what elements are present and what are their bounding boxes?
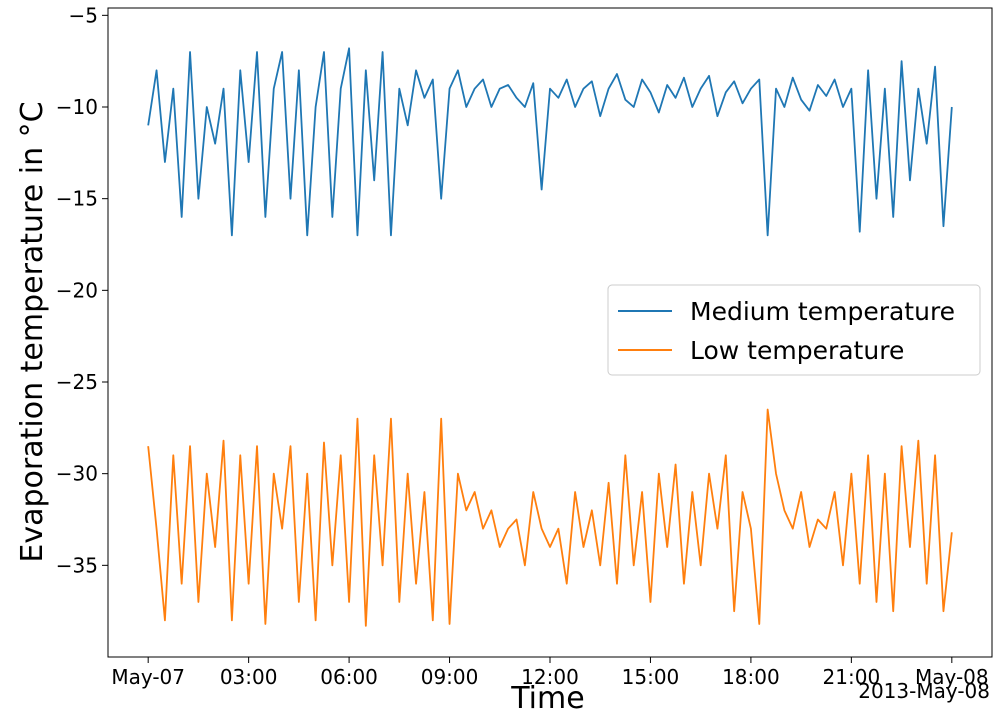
series-line xyxy=(147,408,953,627)
series-line xyxy=(147,47,953,237)
y-tick-label: −35 xyxy=(56,553,98,577)
y-tick-label: −15 xyxy=(56,187,98,211)
legend: Medium temperature Low temperature xyxy=(607,284,981,376)
x-tick-label: 12:00 xyxy=(521,665,579,689)
y-tick-label: −5 xyxy=(69,3,98,27)
x-tick-label: 03:00 xyxy=(220,665,278,689)
legend-label: Low temperature xyxy=(690,336,904,365)
x-tick-label: May-07 xyxy=(111,665,185,689)
x-tick-label: 06:00 xyxy=(320,665,378,689)
x-tick-label: May-08 xyxy=(915,665,989,689)
x-axis-label: Time xyxy=(510,681,584,715)
x-tick-label: 15:00 xyxy=(622,665,680,689)
x-tick-label: 09:00 xyxy=(421,665,479,689)
legend-box xyxy=(607,284,981,376)
x-tick-label: 21:00 xyxy=(823,665,881,689)
y-tick-label: −25 xyxy=(56,370,98,394)
plot-frame xyxy=(107,7,993,658)
y-tick-label: −30 xyxy=(56,462,98,486)
y-axis-label: Evaporation temperature in °C xyxy=(15,101,50,562)
legend-label: Medium temperature xyxy=(690,297,955,326)
y-tick-label: −10 xyxy=(56,95,98,119)
x-tick-label: 18:00 xyxy=(722,665,780,689)
y-tick-label: −20 xyxy=(56,278,98,302)
x-offset-label: 2013-May-08 xyxy=(858,679,990,703)
